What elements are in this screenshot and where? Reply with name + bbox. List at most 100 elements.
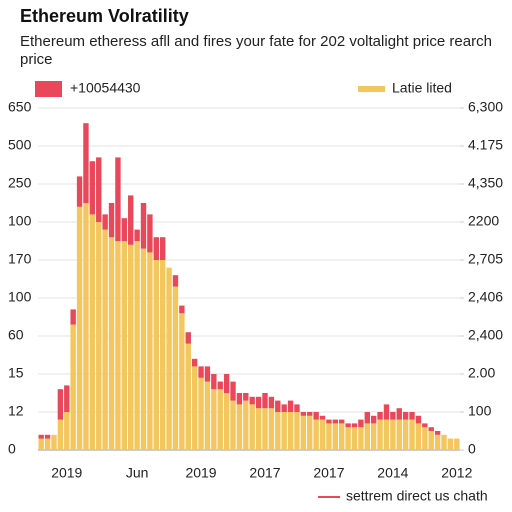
bar-segment [172, 286, 179, 450]
bar-segment [185, 332, 191, 344]
bar-segment [102, 229, 108, 450]
bar-segment [409, 419, 415, 450]
bar-segment [268, 396, 275, 409]
x-tick-label: 2019 [185, 465, 216, 481]
bar-segment [96, 157, 102, 222]
bar-segment [108, 203, 115, 238]
y-tick-label: 0 [8, 441, 16, 457]
bar-segment [255, 396, 262, 409]
chart-note: settrem direct us chath [346, 488, 488, 504]
bar-segment [332, 423, 339, 450]
bar-segment [243, 393, 249, 401]
bar-segment [351, 423, 358, 428]
bar-segment [415, 415, 422, 424]
y-tick-label: 500 [8, 137, 32, 153]
bar-segment [294, 412, 300, 450]
bar-segment [115, 241, 121, 450]
bar-segment [198, 377, 204, 450]
bar-segment [441, 434, 447, 450]
bar-segment [390, 412, 396, 420]
bar-segment [294, 404, 300, 412]
bar-segment [211, 389, 217, 450]
bar-segment [370, 423, 377, 450]
bar-segment [179, 313, 185, 450]
x-tick-label: Jun [126, 465, 149, 481]
bar-segment [204, 366, 211, 382]
bar-segment [134, 229, 140, 241]
bar-segment [262, 393, 268, 409]
bar-segment [102, 214, 108, 230]
x-tick-label: 2012 [441, 465, 472, 481]
bar-segment [230, 400, 236, 450]
bar-segment [262, 408, 268, 450]
bar-segment [153, 237, 159, 260]
bar-segment [166, 267, 172, 450]
bar-segment [223, 374, 230, 393]
bar-segment [358, 427, 364, 450]
x-tick-label: 2014 [377, 465, 408, 481]
bar-segment [332, 419, 339, 424]
bar-segment [147, 214, 153, 253]
bar-segment [236, 393, 243, 405]
bar-segment [83, 123, 89, 203]
bar-segment [70, 324, 76, 450]
y2-tick-label: 100 [468, 403, 492, 419]
bar-segment [402, 419, 409, 450]
bar-segment [153, 260, 159, 450]
bar-segment [44, 434, 51, 439]
y-tick-label: 15 [8, 365, 24, 381]
bar-segment [300, 412, 307, 416]
bar-segment [390, 419, 396, 450]
bar-segment [191, 358, 198, 367]
bar-segment [76, 206, 83, 450]
y-tick-label: 100 [8, 289, 32, 305]
bar-segment [57, 419, 64, 450]
bar-segment [121, 218, 128, 241]
bar-segment [351, 427, 358, 450]
bar-segment [300, 415, 307, 450]
y-tick-label: 100 [8, 213, 32, 229]
bar-segment [313, 419, 319, 450]
x-tick-label: 2017 [249, 465, 280, 481]
bar-segment [275, 412, 281, 450]
bar-segment [64, 385, 70, 412]
bar-segment [326, 419, 332, 424]
bar-segment [422, 427, 428, 450]
bar-segment [172, 275, 179, 287]
bar-segment [89, 214, 96, 450]
bar-segment [383, 404, 390, 420]
y2-tick-label: 2,705 [468, 251, 503, 267]
y-tick-label: 170 [8, 251, 32, 267]
bar-segment [38, 438, 44, 450]
bar-segment [370, 415, 377, 424]
bar-segment [38, 434, 44, 439]
bar-segment [345, 423, 351, 428]
bar-segment [159, 237, 166, 260]
bar-segment [345, 427, 351, 450]
bar-segment [447, 438, 454, 450]
bar-segment [211, 374, 217, 390]
bar-segment [76, 176, 83, 207]
bar-segment [44, 438, 51, 450]
bar-segment [313, 412, 319, 420]
chart-subtitle: Ethereum etheress afll and fires your fa… [20, 33, 492, 68]
legend-swatch [35, 81, 62, 97]
bar-segment [128, 244, 134, 450]
bar-segment [191, 366, 198, 450]
bar-segment [307, 415, 313, 450]
bar-segment [428, 431, 434, 450]
bar-segment [140, 203, 147, 249]
y-tick-label: 250 [8, 175, 32, 191]
bar-segment [249, 396, 255, 405]
legend-label: +10054430 [70, 80, 141, 96]
bar-segment [243, 400, 249, 450]
bar-segment [147, 252, 153, 450]
legend-label: Latie lited [392, 80, 452, 96]
bar-segment [307, 412, 313, 416]
bar-segment [185, 343, 191, 450]
bar-segment [409, 412, 415, 420]
bar-segment [454, 438, 460, 450]
bar-segment [140, 248, 147, 450]
